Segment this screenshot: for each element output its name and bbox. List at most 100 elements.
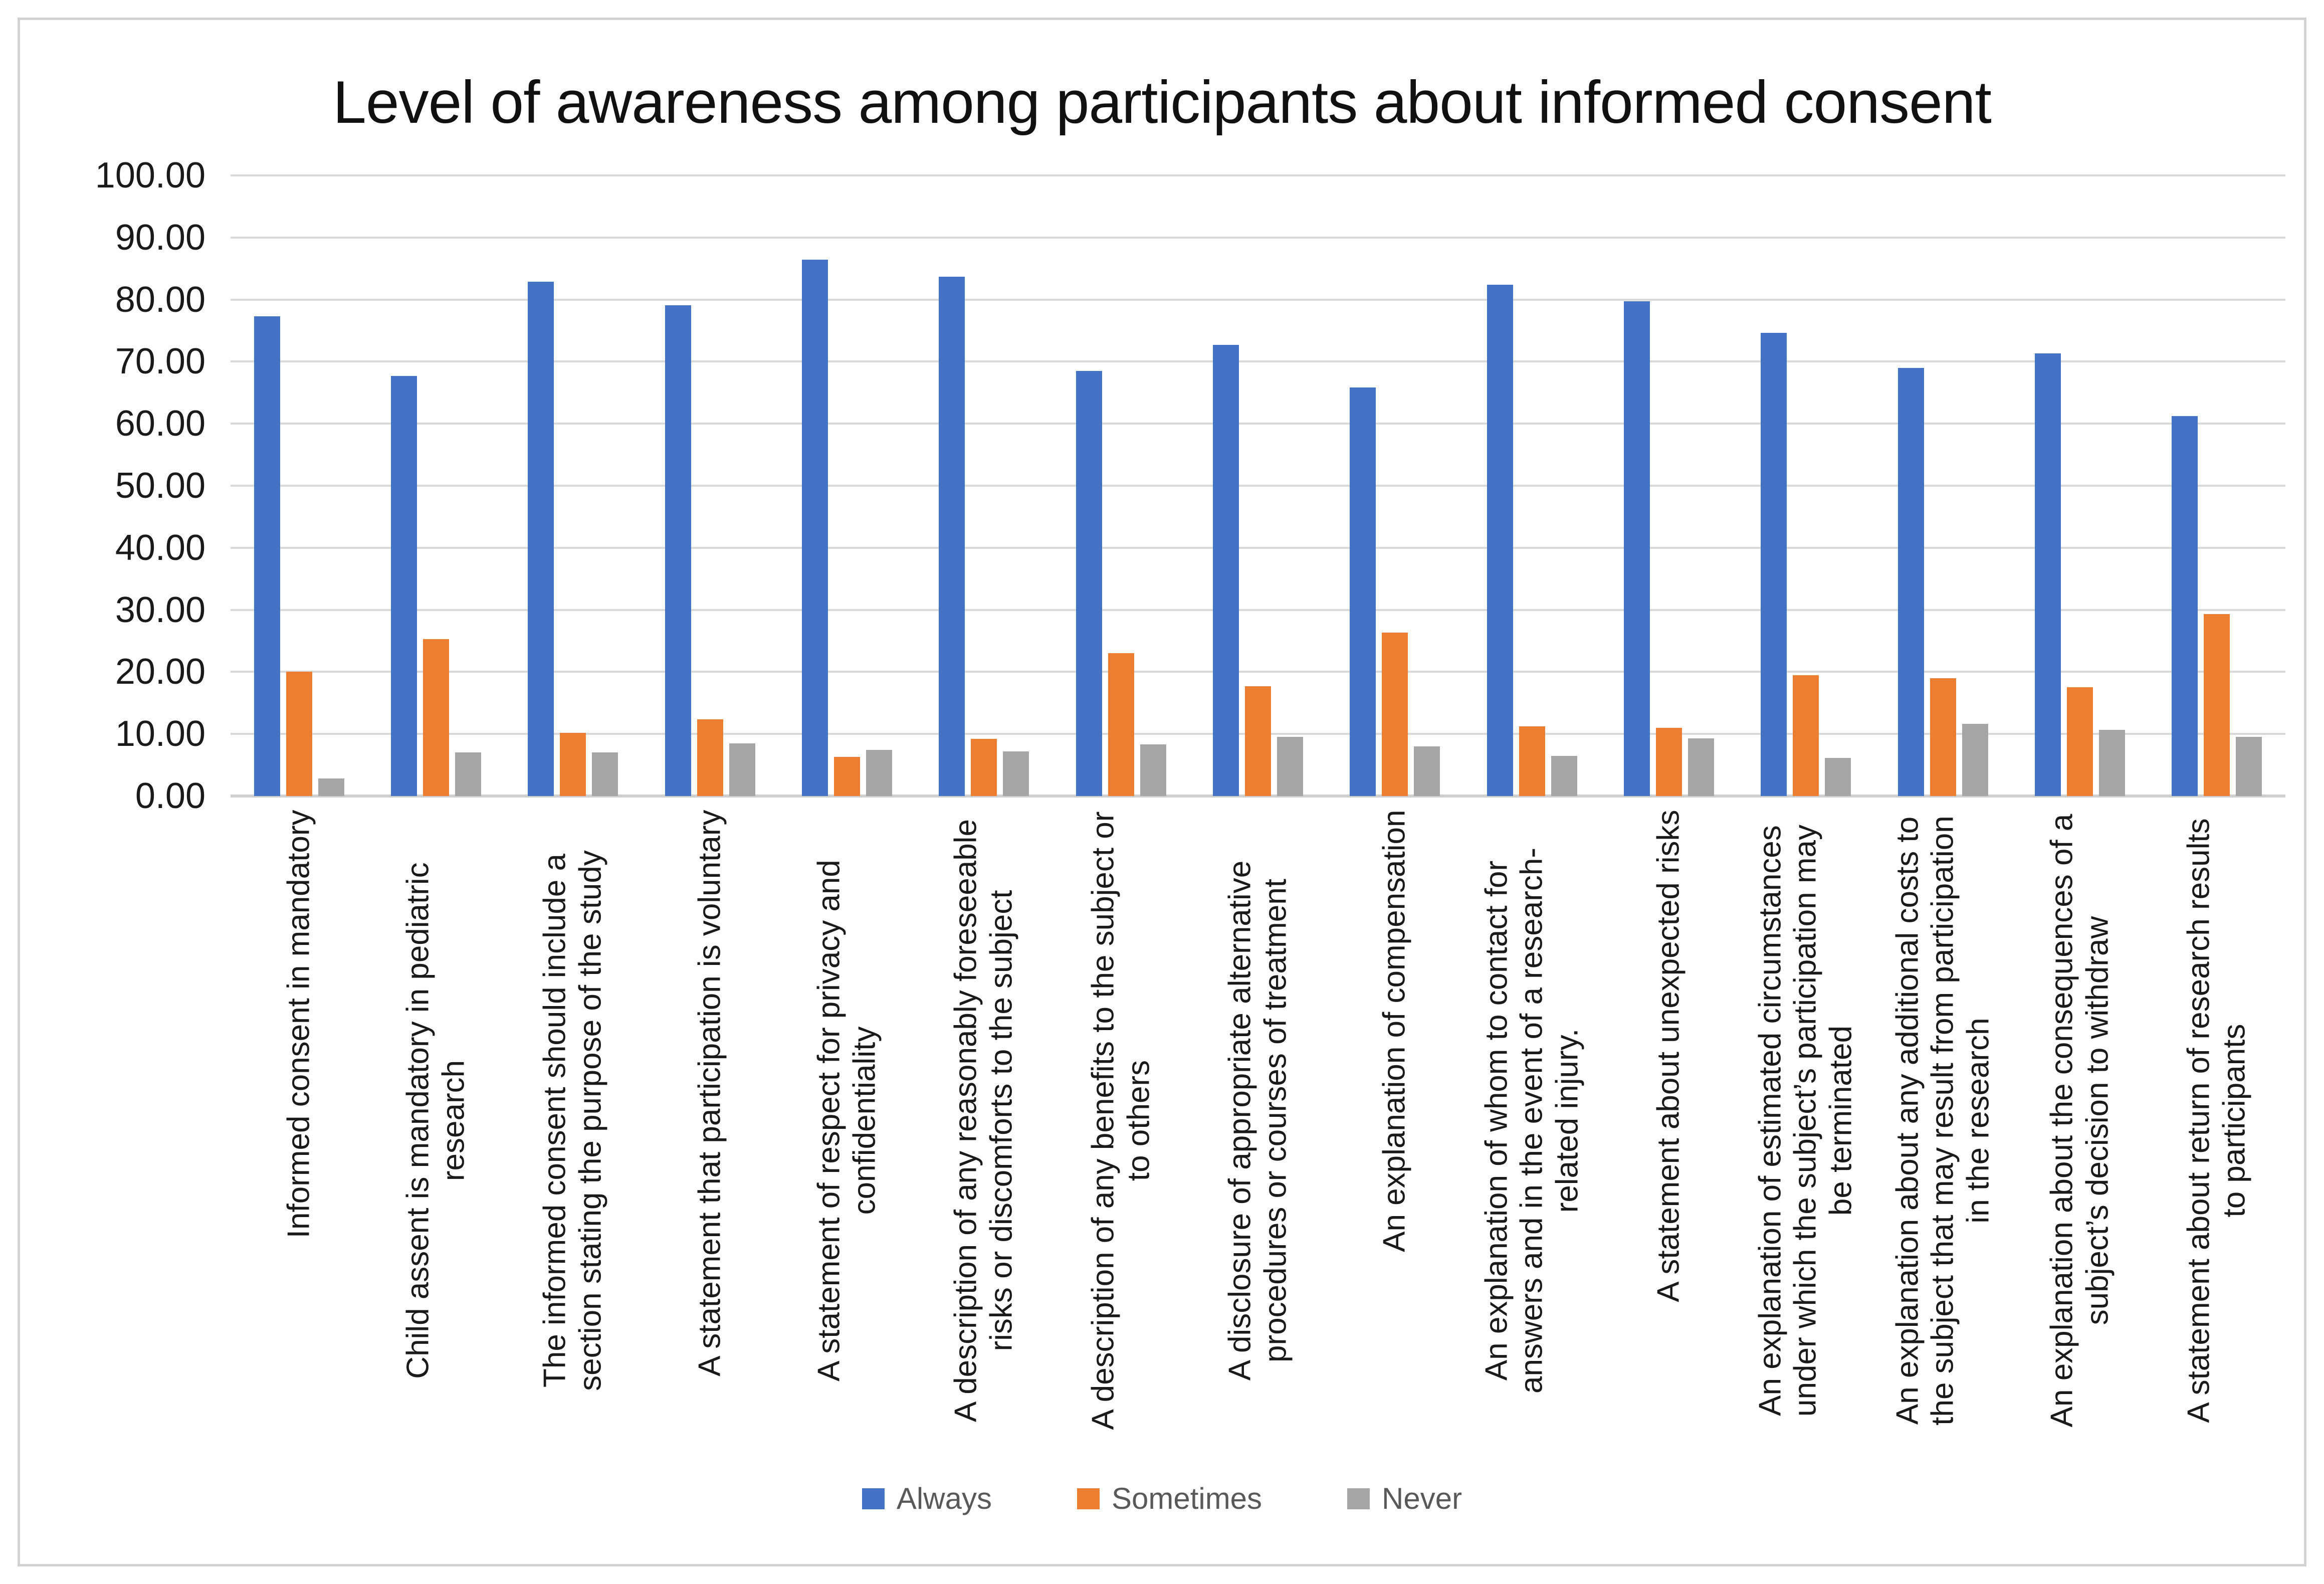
- bar-always-2: [390, 375, 417, 796]
- category-label-wrap-5: A statement of respect for privacy and c…: [779, 810, 916, 1432]
- y-tick-label-90.00: 90.00: [115, 217, 205, 258]
- bar-group-10: [1463, 175, 1600, 796]
- bar-never-4: [729, 743, 755, 796]
- gridline-50.00: [231, 485, 2285, 487]
- bar-sometimes-13: [1930, 678, 1956, 796]
- category-label-wrap-6: A description of any reasonably foreseea…: [916, 810, 1052, 1432]
- bar-always-7: [1076, 370, 1102, 796]
- y-axis-labels: 0.00 10.00 20.00 30.00 40.00 50.00 60.00 70.00 8…: [20, 157, 205, 814]
- bar-never-3: [592, 752, 618, 796]
- gridline-90.00: [231, 236, 2285, 239]
- category-label-8: A disclosure of appropriate alternative …: [1222, 860, 1293, 1381]
- bar-group-8: [1189, 175, 1326, 796]
- y-tick-label-80.00: 80.00: [115, 279, 205, 320]
- legend-item-always: Always: [862, 1481, 992, 1516]
- bar-group-14: [2011, 175, 2148, 796]
- bar-group-11: [1600, 175, 1737, 796]
- category-label-wrap-11: A statement about unexpected risks: [1601, 810, 1738, 1432]
- bar-group-13: [1874, 175, 2011, 796]
- category-label-2: Child assent is mandatory in pediatric r…: [400, 862, 471, 1379]
- category-label-4: A statement that participation is volunt…: [692, 810, 727, 1376]
- category-label-wrap-2: Child assent is mandatory in pediatric r…: [368, 810, 505, 1432]
- legend-item-sometimes: Sometimes: [1077, 1481, 1262, 1516]
- bar-group-3: [505, 175, 642, 796]
- category-label-6: A description of any reasonably foreseea…: [949, 819, 1019, 1422]
- bar-sometimes-3: [560, 732, 586, 796]
- bar-group-15: [2149, 175, 2285, 796]
- bar-sometimes-14: [2066, 687, 2093, 796]
- bar-never-9: [1414, 746, 1440, 796]
- bar-group-2: [367, 175, 504, 796]
- category-label-wrap-1: Informed consent in mandatory: [231, 810, 367, 1432]
- category-label-9: An explanation of compensation: [1377, 810, 1412, 1252]
- bar-never-10: [1551, 755, 1577, 796]
- category-label-13: An explanation about any additional cost…: [1890, 816, 1995, 1426]
- category-label-wrap-8: A disclosure of appropriate alternative …: [1190, 810, 1327, 1432]
- x-axis-category-labels: Informed consent in mandatory Child assen…: [231, 810, 2285, 1461]
- y-tick-label-10.00: 10.00: [115, 714, 205, 754]
- chart-title: Level of awareness among participants ab…: [333, 69, 1992, 136]
- category-label-wrap-10: An explanation of whom to contact for an…: [1463, 810, 1600, 1432]
- bar-always-12: [1761, 333, 1787, 796]
- category-label-wrap-13: An explanation about any additional cost…: [1874, 810, 2011, 1432]
- y-tick-label-60.00: 60.00: [115, 404, 205, 444]
- category-label-12: An explanation of estimated circumstance…: [1753, 825, 1858, 1417]
- bar-group-7: [1052, 175, 1189, 796]
- gridline-100.00: [231, 174, 2285, 176]
- bar-never-14: [2098, 729, 2125, 796]
- bar-always-13: [1897, 367, 1924, 796]
- bar-never-13: [1962, 724, 1988, 796]
- category-label-wrap-9: An explanation of compensation: [1327, 810, 1463, 1432]
- category-label-14: An explanation about the consequences of…: [2044, 814, 2115, 1428]
- legend-label-sometimes: Sometimes: [1111, 1482, 1262, 1515]
- bar-never-7: [1140, 744, 1166, 796]
- bar-never-2: [455, 752, 481, 796]
- gridline-30.00: [231, 609, 2285, 611]
- bar-group-1: [231, 175, 367, 796]
- category-label-wrap-15: A statement about return of research res…: [2149, 810, 2285, 1432]
- category-label-7: A description of any benefits to the sub…: [1086, 811, 1156, 1430]
- y-tick-label-40.00: 40.00: [115, 527, 205, 568]
- y-tick-label-30.00: 30.00: [115, 589, 205, 630]
- category-label-wrap-14: An explanation about the consequences of…: [2012, 810, 2149, 1432]
- bar-sometimes-1: [286, 672, 312, 796]
- legend-marker-always: [862, 1488, 885, 1509]
- bar-always-11: [1623, 301, 1650, 796]
- category-label-wrap-4: A statement that participation is volunt…: [642, 810, 778, 1432]
- bar-sometimes-8: [1244, 686, 1271, 796]
- y-tick-label-20.00: 20.00: [115, 652, 205, 692]
- bar-sometimes-9: [1382, 633, 1408, 796]
- bar-always-15: [2172, 416, 2198, 796]
- bar-never-5: [866, 750, 892, 796]
- bar-group-4: [642, 175, 778, 796]
- bar-never-8: [1277, 737, 1303, 796]
- plot-area: [231, 174, 2285, 798]
- category-label-10: An explanation of whom to contact for an…: [1479, 847, 1584, 1394]
- legend-item-never: Never: [1347, 1481, 1462, 1516]
- legend-marker-never: [1347, 1488, 1370, 1509]
- bar-sometimes-6: [971, 739, 997, 796]
- category-label-wrap-7: A description of any benefits to the sub…: [1052, 810, 1189, 1432]
- bar-always-6: [939, 276, 965, 796]
- gridline-20.00: [231, 671, 2285, 673]
- gridline-80.00: [231, 298, 2285, 301]
- category-label-3: The informed consent should include a se…: [538, 850, 608, 1391]
- bar-group-12: [1738, 175, 1874, 796]
- legend: Always Sometimes Never: [20, 1481, 2304, 1516]
- x-axis-line: [231, 795, 2285, 798]
- gridline-40.00: [231, 546, 2285, 549]
- bar-sometimes-10: [1519, 726, 1545, 796]
- category-label-15: A statement about return of research res…: [2182, 818, 2252, 1423]
- gridline-70.00: [231, 360, 2285, 363]
- bar-sometimes-15: [2204, 614, 2230, 796]
- bar-never-12: [1825, 758, 1851, 796]
- y-tick-label-70.00: 70.00: [115, 341, 205, 382]
- bar-never-6: [1003, 751, 1029, 796]
- bar-group-6: [916, 175, 1052, 796]
- bar-always-4: [665, 305, 691, 796]
- bar-always-8: [1212, 344, 1239, 796]
- bar-never-1: [318, 778, 344, 796]
- bar-sometimes-12: [1793, 675, 1819, 796]
- category-label-11: A statement about unexpected risks: [1651, 810, 1686, 1302]
- bar-sometimes-7: [1108, 653, 1134, 796]
